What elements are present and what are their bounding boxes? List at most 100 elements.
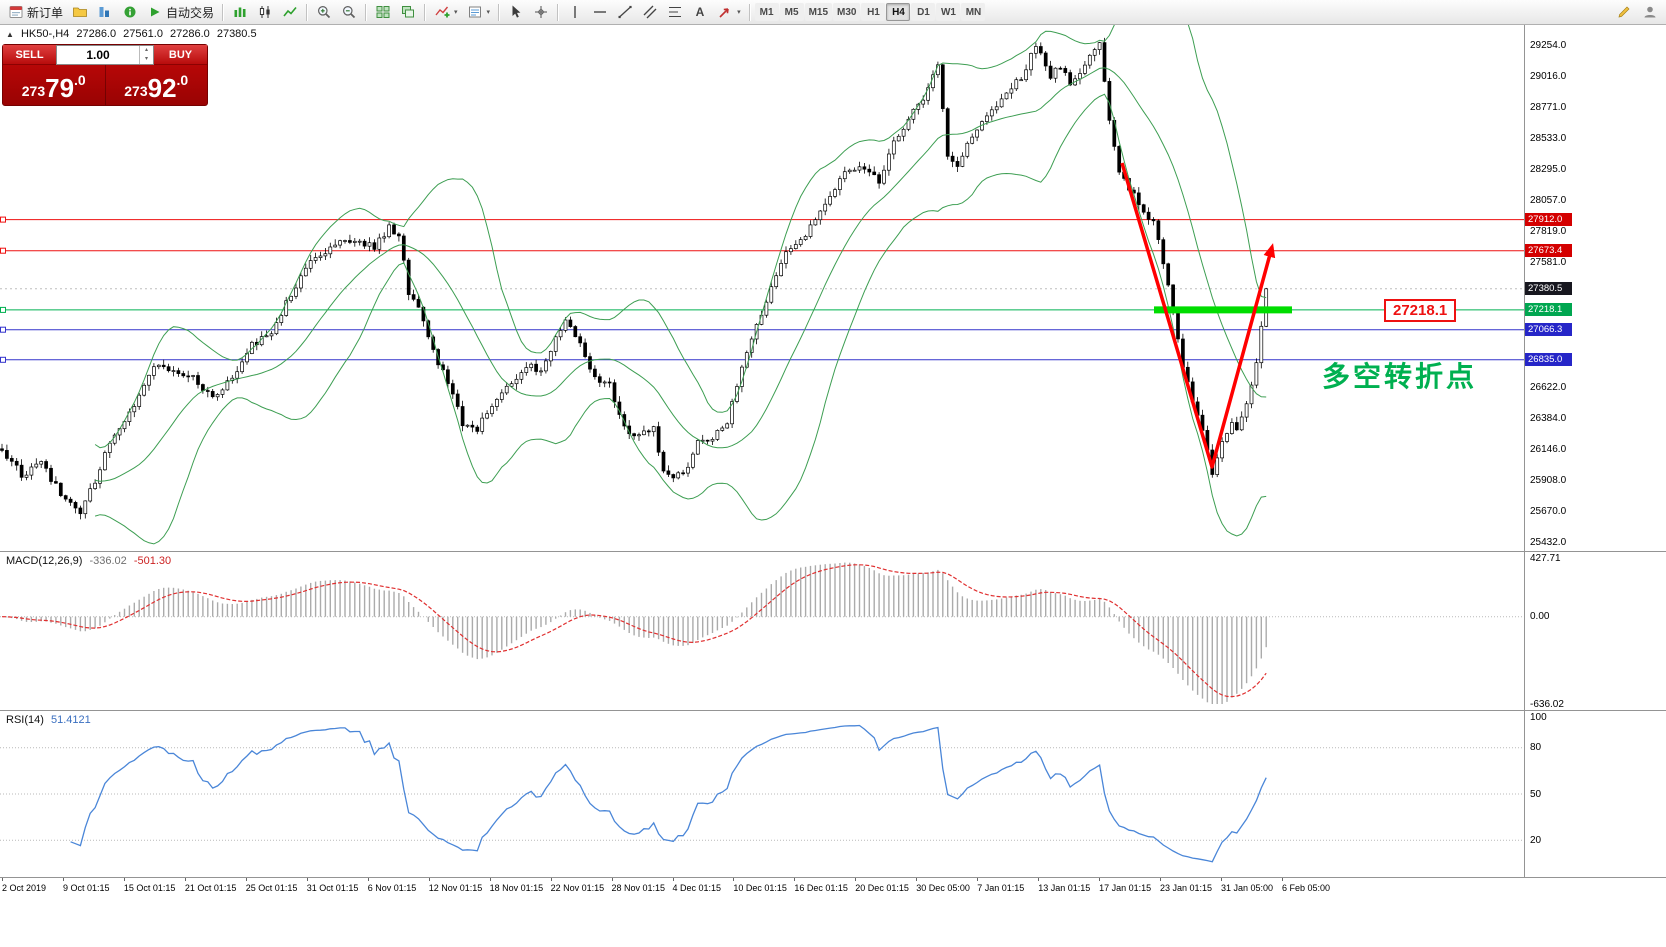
main-toolbar: 新订单 自动交易 xyxy=(0,0,1666,25)
bar-chart-icon xyxy=(234,7,246,17)
time-axis-tick xyxy=(550,878,552,881)
fibonacci-button[interactable] xyxy=(663,2,687,23)
price-axis-label: 28771.0 xyxy=(1530,102,1567,114)
time-axis-label: 12 Nov 01:15 xyxy=(428,883,483,893)
new-order-button[interactable]: 新订单 xyxy=(4,2,67,23)
indicators-button[interactable]: ▾ xyxy=(430,2,462,23)
time-axis-tick xyxy=(1099,878,1101,881)
timeframe-h1-button[interactable]: H1 xyxy=(861,3,886,21)
close-value: 27380.5 xyxy=(216,28,257,40)
channel-button[interactable] xyxy=(638,2,662,23)
dropdown-caret-icon: ▾ xyxy=(486,9,491,16)
sell-button[interactable]: SELL xyxy=(3,45,56,65)
price-digits: .0 xyxy=(74,72,86,88)
price-axis-marker: 27673.4 xyxy=(1525,244,1572,258)
new-order-label: 新订单 xyxy=(27,5,64,20)
zoom-out-button[interactable] xyxy=(337,2,361,23)
timeframe-m5-button[interactable]: M5 xyxy=(779,3,804,21)
pencil-icon xyxy=(1618,6,1630,18)
line-chart-button[interactable] xyxy=(278,2,302,23)
toolbar-separator xyxy=(306,3,309,21)
time-axis-label: 22 Nov 01:15 xyxy=(550,883,605,893)
time-axis-label: 2 Oct 2019 xyxy=(2,883,47,893)
vertical-line-button[interactable] xyxy=(563,2,587,23)
time-axis-tick xyxy=(306,878,308,881)
candlestick-chart-icon xyxy=(259,6,270,18)
toolbar-separator xyxy=(498,3,501,21)
time-axis-tick xyxy=(977,878,979,881)
time-axis-label: 31 Jan 05:00 xyxy=(1221,883,1274,893)
tile-windows-button[interactable] xyxy=(371,2,395,23)
main-chart-panel[interactable]: ▲ HK50-,H4 27286.0 27561.0 27286.0 27380… xyxy=(0,25,1666,551)
timeframe-m30-button[interactable]: M30 xyxy=(833,3,861,21)
timeframe-h4-button[interactable]: H4 xyxy=(886,3,911,21)
market-watch-button[interactable] xyxy=(93,2,117,23)
time-axis[interactable]: 2 Oct 2019 9 Oct 01:15 15 Oct 01:15 21 Oct … xyxy=(0,877,1666,947)
price-axis-marker: 27066.3 xyxy=(1525,323,1572,337)
time-axis-label: 13 Jan 01:15 xyxy=(1038,883,1091,893)
buy-button[interactable]: BUY xyxy=(154,45,207,65)
timeframe-w1-button[interactable]: W1 xyxy=(936,3,961,21)
price-digits: .0 xyxy=(176,72,189,88)
templates-button[interactable]: ▾ xyxy=(463,2,495,23)
pencil-button[interactable] xyxy=(1612,2,1636,23)
sell-price[interactable]: 273 79.0 xyxy=(3,65,105,105)
time-axis-tick xyxy=(63,878,64,881)
one-click-collapse-icon[interactable]: ▲ xyxy=(6,30,14,39)
price-axis[interactable]: 29254.0 29016.0 28771.0 28533.0 28295.0 28057… xyxy=(1524,25,1666,551)
trade-widget-header: SELL 1.00 ▴ ▾ BUY xyxy=(3,45,207,65)
cursor-button[interactable] xyxy=(504,2,528,23)
time-axis-tick xyxy=(1160,878,1161,881)
toolbar-separator xyxy=(222,3,225,21)
timeframe-m15-button[interactable]: M15 xyxy=(804,3,833,21)
indicators-icon xyxy=(435,6,450,18)
community-button[interactable] xyxy=(1638,2,1662,23)
rsi-chart xyxy=(0,724,1524,863)
timeframe-d1-button[interactable]: D1 xyxy=(911,3,936,21)
time-axis-tick xyxy=(1221,878,1222,881)
volume-field[interactable]: 1.00 ▴ ▾ xyxy=(56,45,154,65)
timeframe-m1-button[interactable]: M1 xyxy=(754,3,779,21)
rsi-label: RSI(14) 51.4121 xyxy=(6,714,91,726)
price-axis-label: 27819.0 xyxy=(1530,226,1567,238)
rsi-axis-label: 80 xyxy=(1530,742,1542,754)
volume-down-button[interactable]: ▾ xyxy=(144,56,148,62)
price-axis-label: 25908.0 xyxy=(1530,474,1567,486)
rsi-axis: 100 80 50 20 xyxy=(1524,711,1666,877)
line-chart-icon xyxy=(283,6,297,17)
high-value: 27561.0 xyxy=(123,28,163,40)
data-window-icon xyxy=(124,6,136,18)
volume-up-button[interactable]: ▴ xyxy=(144,47,148,53)
r​si-panel[interactable]: RSI(14) 51.4121 100 80 50 20 xyxy=(0,710,1666,877)
price-axis-marker: 27912.0 xyxy=(1525,213,1572,227)
arrows-button[interactable]: ▾ xyxy=(713,2,745,23)
trendline-button[interactable] xyxy=(613,2,637,23)
candlestick-chart[interactable] xyxy=(0,25,1524,551)
timeframe-mn-button[interactable]: MN xyxy=(961,3,986,21)
time-axis-tick xyxy=(428,878,430,881)
price-axis-label: 28533.0 xyxy=(1530,133,1567,145)
time-axis-tick xyxy=(611,878,613,881)
crosshair-button[interactable] xyxy=(529,2,553,23)
cascade-windows-button[interactable] xyxy=(396,2,420,23)
low-value: 27286.0 xyxy=(170,28,210,40)
time-axis-label: 20 Dec 01:15 xyxy=(855,883,909,893)
buy-price[interactable]: 273 92.0 xyxy=(104,65,208,105)
profiles-button[interactable] xyxy=(68,2,92,23)
time-axis-label: 25 Oct 01:15 xyxy=(245,883,298,893)
macd-panel[interactable]: MACD(12,26,9) -336.02 -501.30 427.71 0.00… xyxy=(0,551,1666,710)
bar-chart-button[interactable] xyxy=(228,2,252,23)
time-axis-tick xyxy=(855,878,857,881)
price-axis-label: 26384.0 xyxy=(1530,412,1567,424)
zoom-in-button[interactable] xyxy=(312,2,336,23)
rsi-axis-label: 50 xyxy=(1530,788,1542,800)
price-digits: 79 xyxy=(45,73,75,103)
price-axis-marker: 26835.0 xyxy=(1525,353,1572,367)
candlestick-chart-button[interactable] xyxy=(253,2,277,23)
horizontal-line-button[interactable] xyxy=(588,2,612,23)
dropdown-caret-icon: ▾ xyxy=(454,9,458,16)
toolbar-right-group xyxy=(1612,2,1662,23)
data-window-button[interactable] xyxy=(118,2,142,23)
autotrading-button[interactable]: 自动交易 xyxy=(143,2,218,23)
text-label-button[interactable]: A xyxy=(688,2,712,23)
